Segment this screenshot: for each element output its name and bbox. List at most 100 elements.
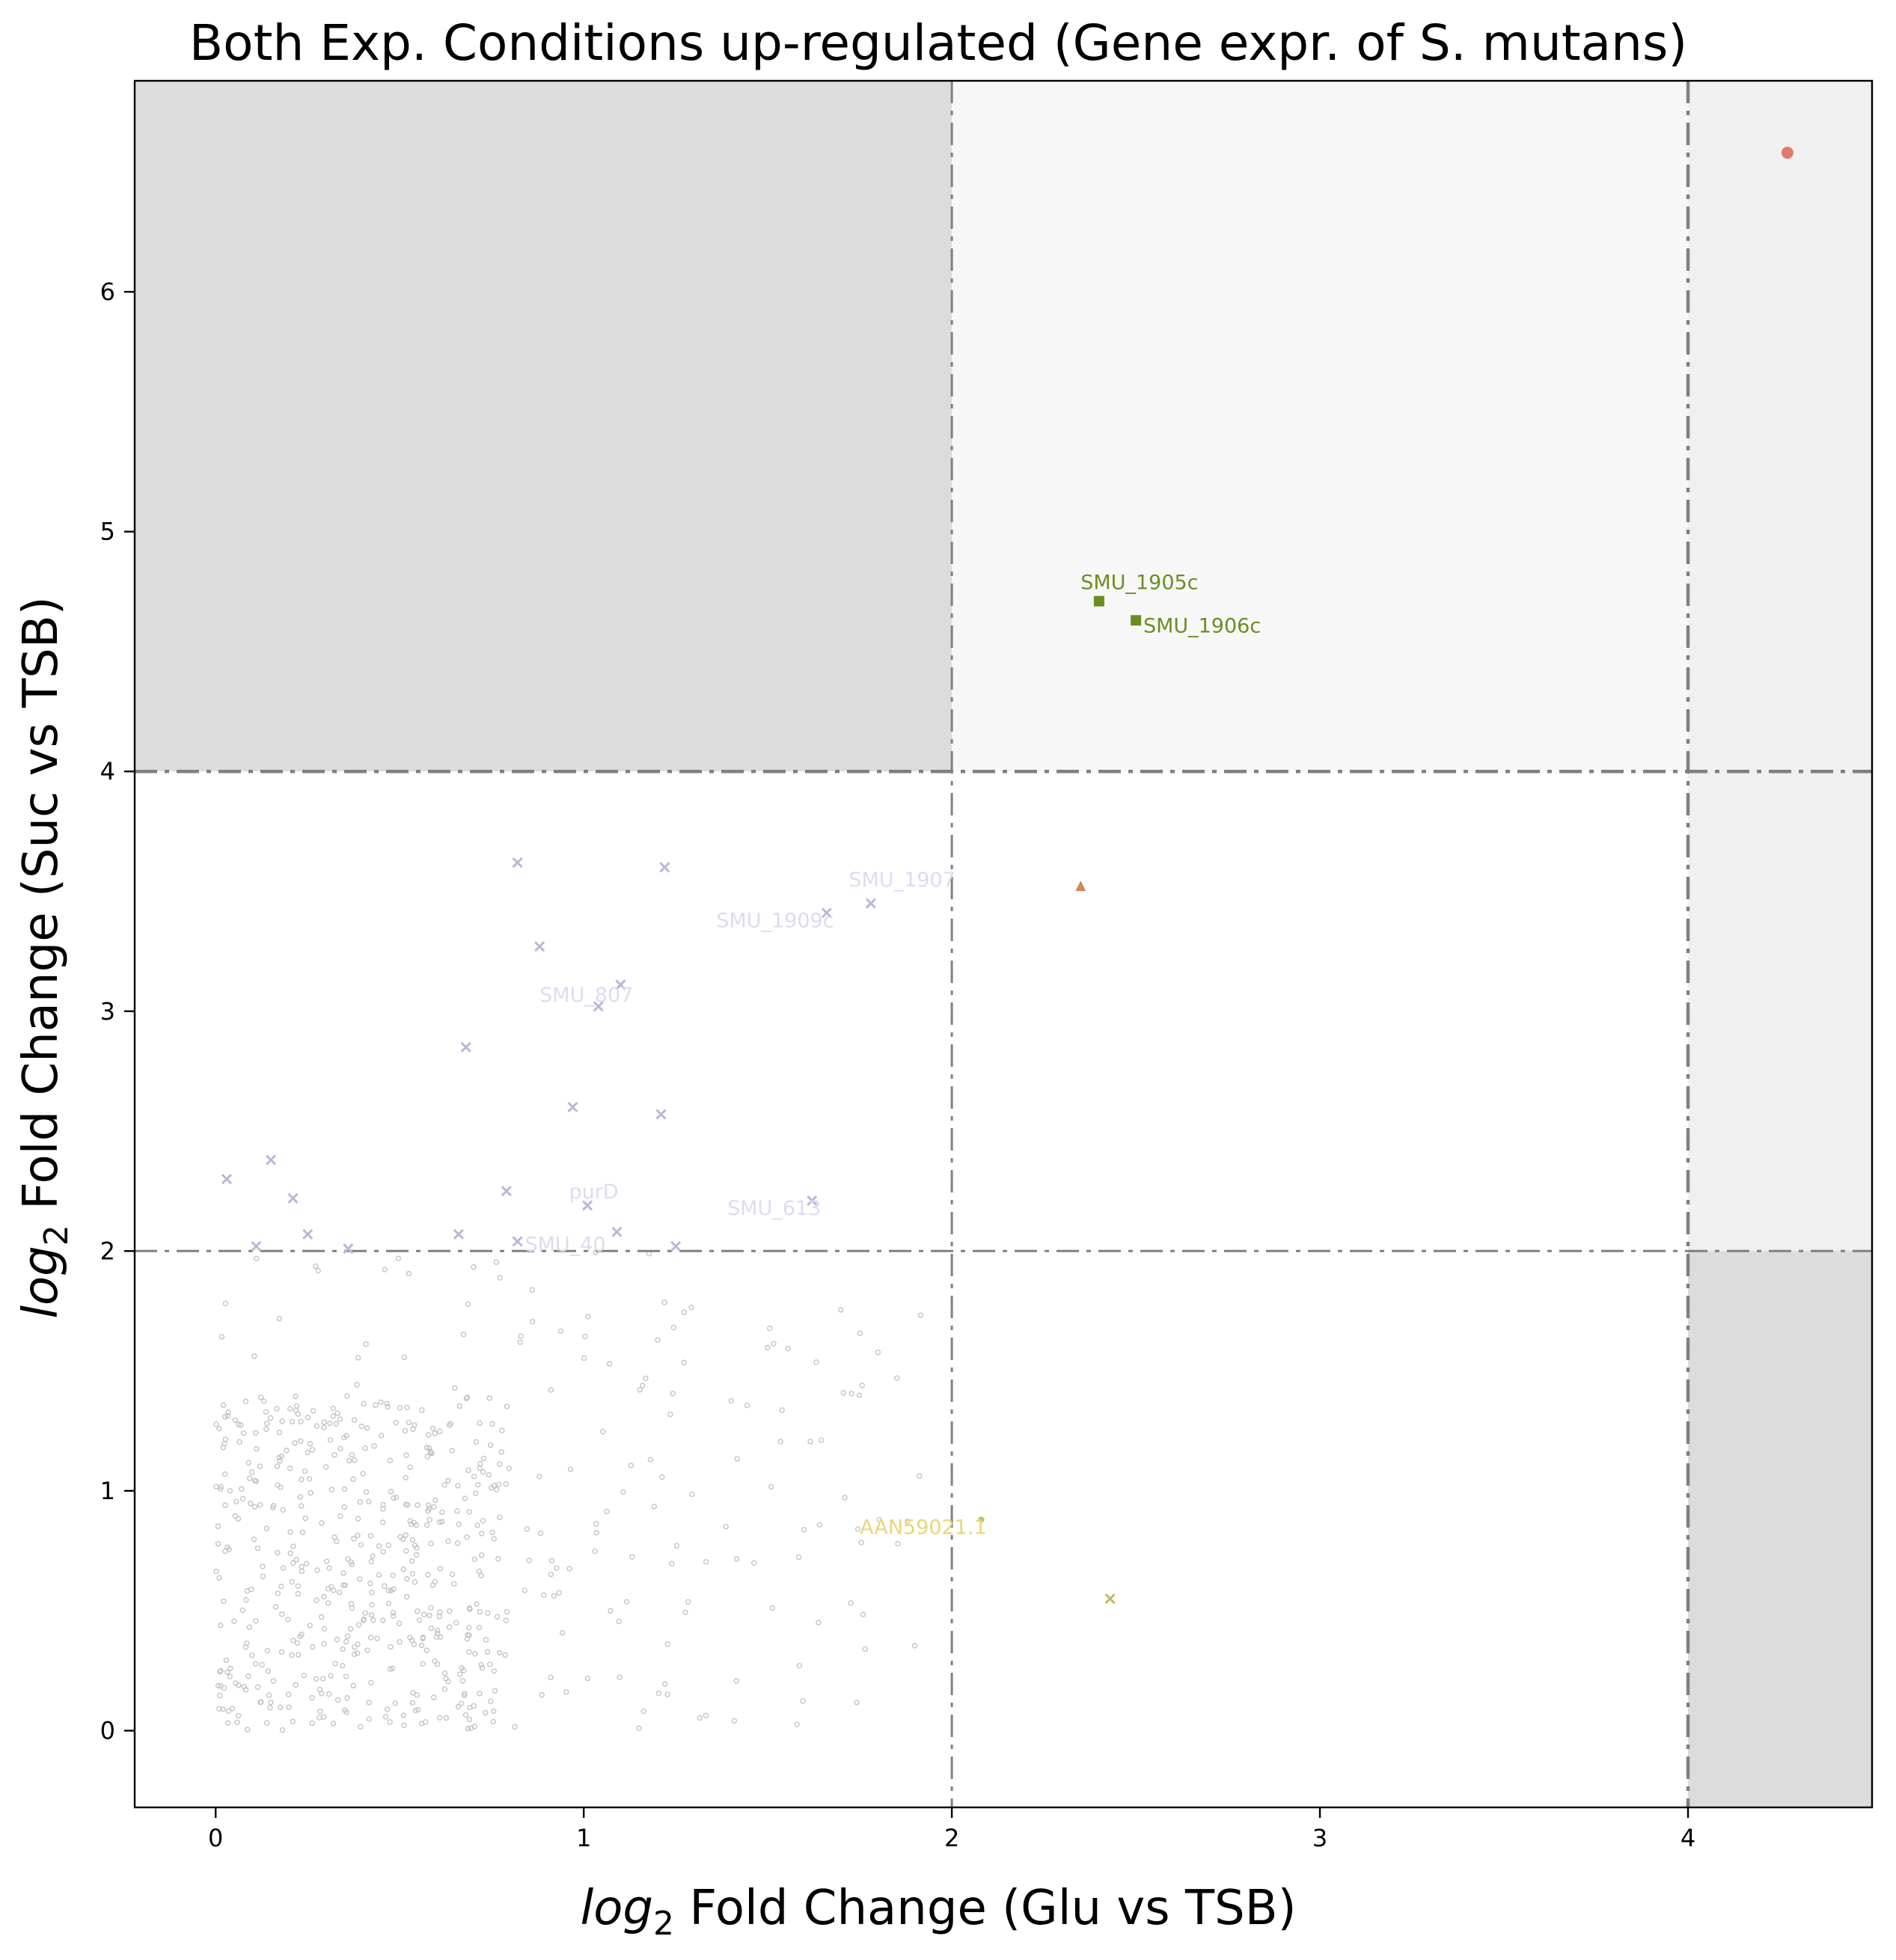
mid-points [221,857,876,1255]
bg-point [848,1391,854,1397]
bg-point [356,1622,362,1628]
bg-point [351,1536,357,1542]
bg-point [253,1430,259,1436]
bg-point [313,1676,319,1682]
mid-point-stroke [567,1101,578,1113]
bg-point [437,1428,443,1435]
bg-point [355,1532,361,1539]
bg-point [904,1519,911,1525]
bg-point [454,1540,461,1546]
mid-point [221,1174,233,1185]
bg-point [401,1722,407,1728]
bg-point [441,1686,448,1692]
x-tick-label: 2 [944,1824,959,1852]
bg-point [235,1516,242,1522]
bg-point [389,1665,396,1671]
bg-point [384,1400,390,1407]
bg-point [728,1398,734,1404]
bg-point [446,1422,453,1428]
bg-point [438,1519,445,1525]
bg-point [485,1610,491,1616]
bg-point [362,1610,368,1617]
bg-point [411,1641,418,1647]
bg-point [489,1529,495,1536]
bg-point [744,1402,750,1409]
x-tick-label: 4 [1681,1824,1695,1852]
bg-point [670,1324,677,1331]
mid-point [670,1240,682,1252]
bg-point [426,1445,432,1451]
bg-point [371,1443,377,1449]
mid-point [265,1154,277,1166]
y-tick-label: 6 [100,278,115,306]
bg-point [456,1403,462,1409]
plot-frame [133,79,1874,1809]
bg-point [466,1649,472,1655]
bg-point [433,1634,440,1640]
mid-point-stroke [659,862,670,873]
bg-point [385,1403,391,1410]
bg-point [342,1582,348,1588]
y-axis-label-rest: Fold Change (Suc vs TSB) [13,596,69,1225]
bg-point [315,1267,321,1274]
bg-point [319,1691,325,1697]
bg-point [857,1330,863,1336]
bg-point [395,1255,402,1261]
bg-point [260,1573,266,1579]
bg-point [218,1334,225,1340]
bg-point [349,1561,355,1567]
mid-point-stroke [501,1186,512,1197]
highlight-point [1104,1593,1116,1605]
bg-point [242,1644,249,1650]
bg-point [366,1700,372,1706]
bg-point [504,1608,510,1615]
bg-point [459,1678,466,1684]
x-axis-label-rest: Fold Change (Glu vs TSB) [674,1881,1297,1936]
mid-point-stroke [221,1174,233,1185]
bg-point [465,1301,471,1307]
bg-point [673,1543,679,1549]
mid-point [453,1228,464,1240]
bg-point [337,1416,343,1422]
bg-point [305,1415,311,1421]
bg-point [406,1270,412,1277]
bg-point [305,1449,311,1456]
bg-point [483,1637,489,1643]
bg-point [416,1617,423,1623]
bg-point [391,1613,397,1619]
bg-point [277,1458,283,1464]
mid-point-stroke [582,1200,593,1211]
bg-point [473,1490,479,1496]
bg-point [287,1550,293,1556]
bg-point [406,1419,412,1426]
bg-point [245,1460,251,1466]
bg-point [459,1700,465,1706]
bg-point [253,1617,259,1624]
bg-point [606,1361,613,1367]
bg-point [363,1341,369,1347]
mid-point [302,1228,314,1240]
bg-point [837,1307,844,1313]
bg-point [391,1586,397,1592]
bg-point [295,1590,301,1597]
bg-point [518,1333,524,1339]
bg-point [540,1592,547,1598]
bg-point [447,1421,453,1427]
bg-point [750,1560,757,1566]
bg-point [231,1618,237,1624]
shaded-region-2 [1688,81,1872,1252]
bg-point [385,1600,392,1607]
bg-point [420,1661,426,1667]
bg-point [263,1409,269,1415]
bg-point [487,1442,494,1448]
bg-point [689,1491,695,1498]
bg-point [795,1554,802,1561]
bg-point [517,1339,523,1345]
bg-point [343,1433,349,1439]
x-axis-label-log: log [580,1881,653,1936]
bg-point [229,1706,236,1712]
bg-point [287,1529,293,1535]
bg-point [454,1508,460,1514]
bg-point [358,1724,364,1730]
